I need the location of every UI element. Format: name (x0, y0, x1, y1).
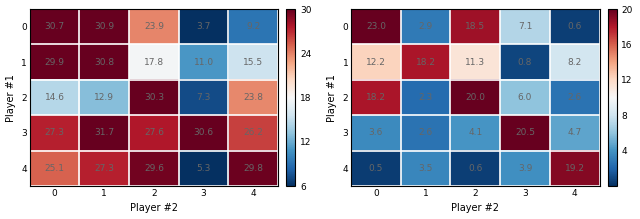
Text: 27.6: 27.6 (144, 129, 164, 138)
Text: 3.7: 3.7 (196, 22, 211, 31)
Text: 5.3: 5.3 (196, 164, 211, 173)
Text: 30.8: 30.8 (94, 58, 115, 67)
Text: 19.2: 19.2 (564, 164, 585, 173)
Text: 30.9: 30.9 (94, 22, 115, 31)
Text: 14.6: 14.6 (45, 93, 65, 102)
Text: 11.0: 11.0 (193, 58, 214, 67)
Text: 7.3: 7.3 (196, 93, 211, 102)
Text: 27.3: 27.3 (94, 164, 114, 173)
Text: 30.3: 30.3 (144, 93, 164, 102)
Text: 26.2: 26.2 (243, 129, 263, 138)
Text: 0.8: 0.8 (518, 58, 532, 67)
Y-axis label: Player #1: Player #1 (327, 74, 337, 122)
Text: 29.9: 29.9 (45, 58, 65, 67)
Text: 3.5: 3.5 (419, 164, 433, 173)
Text: 0.5: 0.5 (369, 164, 383, 173)
Text: 0.6: 0.6 (568, 22, 582, 31)
Text: 12.9: 12.9 (94, 93, 114, 102)
Text: 23.0: 23.0 (366, 22, 386, 31)
Text: 30.6: 30.6 (193, 129, 214, 138)
Text: 25.1: 25.1 (45, 164, 65, 173)
Text: 3.6: 3.6 (369, 129, 383, 138)
Text: 23.8: 23.8 (243, 93, 263, 102)
X-axis label: Player #2: Player #2 (451, 203, 499, 214)
Text: 17.8: 17.8 (144, 58, 164, 67)
Text: 30.7: 30.7 (44, 22, 65, 31)
Text: 20.0: 20.0 (465, 93, 485, 102)
Text: 4.1: 4.1 (468, 129, 483, 138)
Text: 29.6: 29.6 (144, 164, 164, 173)
Text: 4.7: 4.7 (568, 129, 582, 138)
Text: 7.1: 7.1 (518, 22, 532, 31)
X-axis label: Player #2: Player #2 (130, 203, 178, 214)
Text: 8.2: 8.2 (568, 58, 582, 67)
Text: 9.2: 9.2 (246, 22, 260, 31)
Text: 11.3: 11.3 (465, 58, 485, 67)
Text: 18.5: 18.5 (465, 22, 485, 31)
Text: 2.6: 2.6 (568, 93, 582, 102)
Text: 31.7: 31.7 (94, 129, 115, 138)
Text: 12.2: 12.2 (366, 58, 386, 67)
Text: 2.9: 2.9 (419, 22, 433, 31)
Text: 18.2: 18.2 (366, 93, 386, 102)
Text: 3.9: 3.9 (518, 164, 532, 173)
Text: 20.5: 20.5 (515, 129, 535, 138)
Y-axis label: Player #1: Player #1 (6, 74, 15, 122)
Text: 27.3: 27.3 (45, 129, 65, 138)
Text: 29.8: 29.8 (243, 164, 263, 173)
Text: 15.5: 15.5 (243, 58, 264, 67)
Text: 23.9: 23.9 (144, 22, 164, 31)
Text: 18.2: 18.2 (415, 58, 436, 67)
Text: 2.6: 2.6 (419, 129, 433, 138)
Text: 2.3: 2.3 (419, 93, 433, 102)
Text: 0.6: 0.6 (468, 164, 483, 173)
Text: 6.0: 6.0 (518, 93, 532, 102)
